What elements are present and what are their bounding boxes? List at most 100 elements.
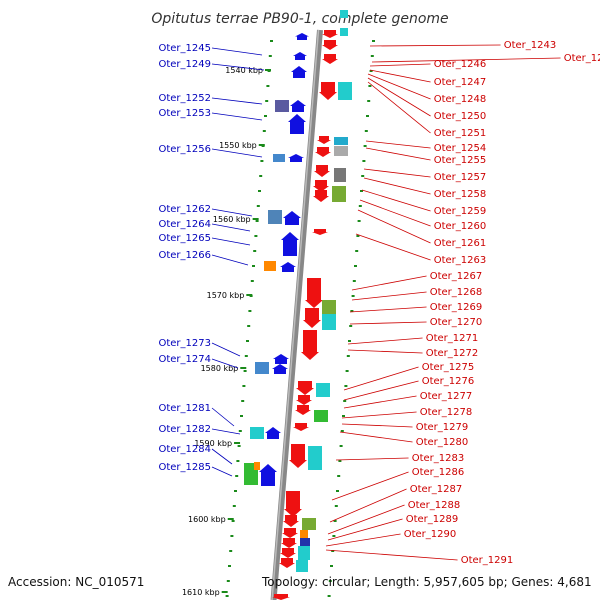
gene-label-left: Oter_1273: [158, 338, 211, 349]
leader-line-right: [347, 337, 423, 345]
gene-label-right: Oter_1269: [430, 302, 483, 313]
guide-dot-right: [366, 115, 369, 117]
leader-line-right: [363, 168, 431, 178]
kbp-label: 1560 kbp: [213, 215, 251, 224]
forward-gene-arrow: [280, 262, 296, 272]
kbp-label: 1580 kbp: [201, 364, 239, 373]
kbp-label: 1570 kbp: [207, 291, 245, 300]
kbp-label: 1600 kbp: [188, 515, 226, 524]
guide-dot-left: [253, 250, 257, 252]
forward-gene-arrow: [265, 427, 281, 439]
guide-dot-right: [336, 490, 339, 492]
domain-box: [264, 261, 276, 271]
guide-dot-left: [234, 490, 237, 492]
gene-label-right: Oter_1258: [434, 189, 487, 200]
forward-gene-arrow: [259, 464, 277, 486]
gene-label-left: Oter_1262: [158, 204, 211, 215]
gene-label-right: Oter_1278: [420, 407, 473, 418]
gene-label-right: Oter_1247: [434, 77, 487, 88]
domain-box: [298, 546, 310, 560]
domain-box: [338, 82, 352, 100]
guide-dot-left: [238, 430, 242, 432]
forward-gene-arrow: [288, 154, 304, 162]
leader-line-right: [343, 366, 419, 391]
guide-dot-right: [349, 325, 353, 327]
reverse-gene-arrow: [322, 54, 338, 64]
reverse-gene-arrow: [319, 82, 337, 100]
gene-label-left: Oter_1252: [158, 93, 211, 104]
leader-line-left: [211, 208, 253, 217]
reverse-gene-arrow: [315, 147, 331, 157]
leader-line-left: [211, 466, 233, 477]
gene-label-left: Oter_1265: [158, 233, 211, 244]
leader-line-left: [211, 63, 265, 71]
leader-line-right: [371, 57, 561, 63]
forward-gene-arrow: [288, 114, 306, 134]
domain-box: [300, 538, 310, 546]
leader-line-right: [343, 380, 419, 401]
guide-dot-left: [260, 160, 264, 162]
guide-dot-right: [331, 550, 335, 552]
reverse-gene-arrow: [272, 594, 290, 600]
guide-dot-right: [357, 220, 361, 222]
reverse-gene-arrow: [296, 381, 314, 395]
leader-line-right: [327, 518, 403, 541]
chromosome-axis: [270, 29, 323, 600]
guide-dot-right: [339, 445, 343, 447]
guide-dot-right: [345, 370, 349, 372]
reverse-gene-arrow: [313, 190, 329, 202]
guide-dot-right: [358, 205, 362, 207]
guide-dot-right: [337, 475, 341, 477]
leader-line-right: [349, 321, 427, 325]
left-gene-labels: Oter_1245 Oter_1249 Oter_1252 Oter_1253 Oter…: [158, 43, 211, 473]
guide-dot-right: [352, 280, 356, 282]
leader-line-right: [343, 395, 417, 409]
guide-dot-right: [330, 565, 333, 567]
leader-line-right: [369, 44, 501, 47]
domain-box: [255, 362, 269, 374]
guide-dot-right: [369, 70, 373, 72]
right-gene-labels: Oter_1243 Oter_1244 Oter_1246 Oter_1247 Oter…: [404, 40, 600, 566]
reverse-gene-arrow: [289, 444, 307, 468]
leader-line-right: [355, 233, 431, 261]
forward-gene-arrow: [293, 52, 307, 60]
kbp-label: 1590 kbp: [194, 439, 232, 448]
domain-box: [302, 518, 316, 530]
forward-gene-arrow: [272, 364, 288, 374]
guide-dot-right: [361, 175, 365, 177]
leader-line-left: [211, 97, 263, 105]
kbp-label: 1540 kbp: [225, 66, 263, 75]
reverse-gene-arrow: [283, 515, 299, 527]
domain-box: [314, 410, 328, 422]
leader-line-left: [211, 448, 233, 465]
gene-label-right: Oter_1275: [422, 362, 475, 373]
gene-label-right: Oter_1272: [426, 348, 479, 359]
gene-label-left: Oter_1256: [158, 144, 211, 155]
gene-label-right: Oter_1263: [434, 255, 487, 266]
gene-label-left: Oter_1253: [158, 108, 211, 119]
forward-gene-arrow: [283, 211, 301, 225]
kbp-scale: 1540 kbp 1550 kbp 1560 kbp 1570 kbp 1580 kbp…: [182, 66, 271, 597]
guide-dot-right: [363, 145, 367, 147]
guide-dot-left: [229, 550, 233, 552]
leader-line-left: [211, 237, 251, 246]
leader-line-right: [367, 73, 431, 100]
leader-line-right: [365, 140, 431, 149]
domain-box: [250, 427, 264, 439]
reverse-gene-arrow: [281, 538, 297, 548]
gene-label-left: Oter_1274: [158, 354, 211, 365]
domain-box: [340, 10, 348, 18]
guide-dot-left: [236, 460, 240, 462]
gene-label-right: Oter_1267: [430, 271, 483, 282]
guide-dot-right: [350, 310, 354, 312]
gene-label-right: Oter_1270: [430, 317, 483, 328]
gene-label-right: Oter_1290: [404, 529, 457, 540]
guide-dot-left: [235, 475, 239, 477]
domain-box: [296, 560, 308, 572]
gene-label-right: Oter_1289: [406, 514, 459, 525]
guide-dot-right: [343, 400, 347, 402]
forward-gene-arrow: [295, 33, 309, 40]
gene-label-right: Oter_1248: [434, 94, 487, 105]
guide-dot-right: [354, 265, 357, 267]
